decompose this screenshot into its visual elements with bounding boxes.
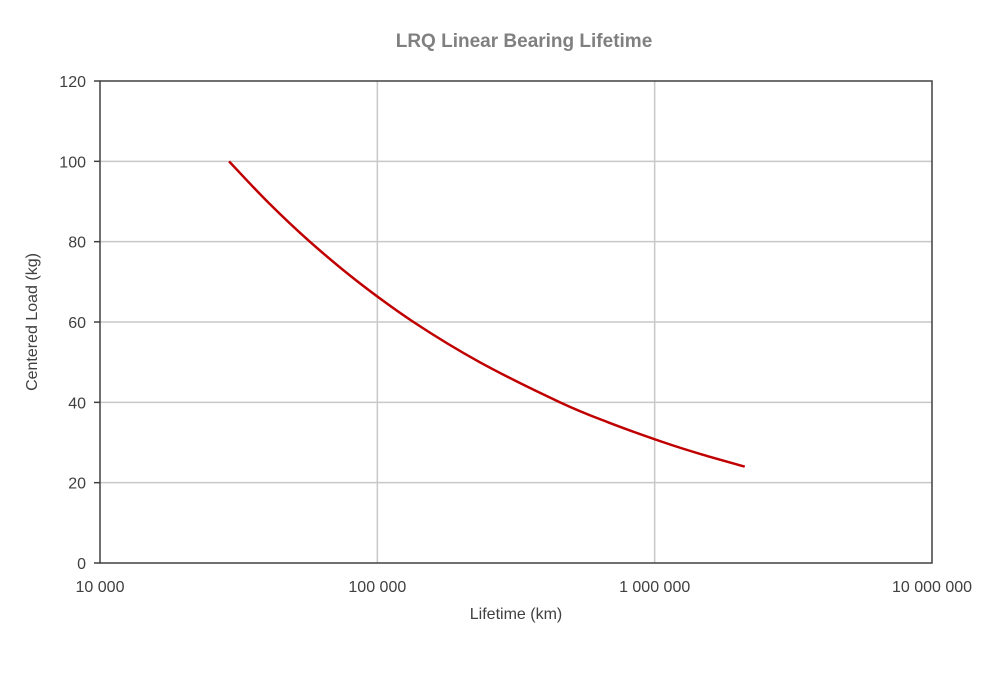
series-line <box>228 160 746 468</box>
gridlines <box>100 81 932 563</box>
y-tick-label: 60 <box>68 315 86 332</box>
series-lines <box>228 160 746 468</box>
y-tick-label: 120 <box>59 74 86 91</box>
x-tick-label: 1 000 000 <box>619 579 690 596</box>
x-tick-label: 100 000 <box>348 579 406 596</box>
y-tick-label: 80 <box>68 235 86 252</box>
x-axis-label: Lifetime (km) <box>470 606 562 623</box>
x-axis: 10 000 100 000 1 000 000 10 000 000 <box>76 579 973 596</box>
y-tick-label: 20 <box>68 476 86 493</box>
y-tick-label: 0 <box>77 556 86 573</box>
chart-title: LRQ Linear Bearing Lifetime <box>396 31 653 52</box>
y-tick-label: 100 <box>59 154 86 171</box>
y-axis-label: Centered Load (kg) <box>24 253 41 391</box>
x-tick-label: 10 000 <box>76 579 125 596</box>
y-axis: 0 20 40 60 80 100 120 <box>59 74 100 573</box>
x-tick-label: 10 000 000 <box>892 579 972 596</box>
y-tick-label: 40 <box>68 395 86 412</box>
